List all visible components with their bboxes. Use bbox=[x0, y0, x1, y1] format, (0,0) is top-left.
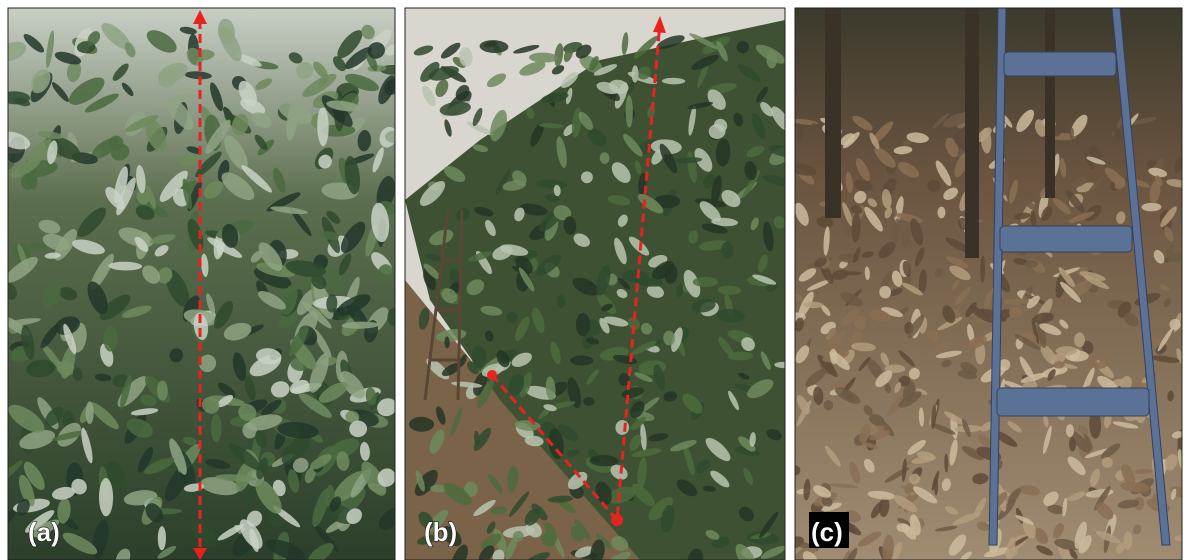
leaf bbox=[211, 414, 222, 443]
panel-label: (b) bbox=[424, 517, 457, 547]
panel-b bbox=[405, 8, 798, 560]
panel-label: (a) bbox=[28, 517, 60, 547]
leaf bbox=[86, 401, 94, 424]
panel-label: (c) bbox=[811, 517, 843, 547]
panel-a bbox=[0, 8, 406, 560]
leaf bbox=[937, 207, 945, 219]
figure: (a) (b) (c) bbox=[0, 0, 1184, 560]
leaf bbox=[693, 277, 718, 287]
measure-point bbox=[611, 514, 623, 526]
measure-point bbox=[487, 370, 497, 380]
panel-c bbox=[786, 8, 1184, 560]
leaf bbox=[1066, 424, 1074, 437]
